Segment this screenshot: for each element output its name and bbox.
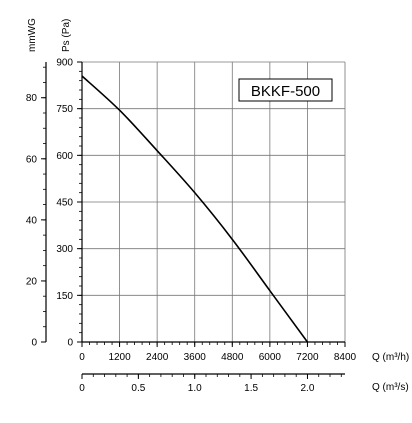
y-tick-label: 450 [56,198,73,209]
y2-axis-title: mmWG [27,18,38,52]
series-line [81,75,309,343]
y2-tick-label: 80 [26,93,38,104]
x-tick-label: 1200 [108,352,131,363]
x-tick-label: 4800 [221,352,244,363]
x-tick-label: 3600 [184,352,207,363]
y2-tick-label: 0 [31,338,37,349]
grid [82,61,346,342]
y-tick-label: 600 [56,151,73,162]
model-label: BKKF-500 [251,83,320,100]
y-tick-label: 900 [56,58,73,69]
x-tick-label: 7200 [296,352,319,363]
y2-tick-label: 60 [26,154,38,165]
x-tick-label: 2400 [146,352,169,363]
y2-tick-label: 40 [26,215,38,226]
x2-tick-label: 2.0 [301,383,315,394]
y-tick-label: 150 [56,291,73,302]
axes [41,61,346,379]
y-tick-label: 0 [67,338,73,349]
curve-layer [81,75,309,343]
x2-axis-title: Q (m³/s) [372,382,409,393]
x2-tick-label: 0.5 [131,383,145,394]
x-axis-title: Q (m³/h) [372,352,409,363]
model-label-box: BKKF-500 [238,78,333,102]
x-tick-label: 6000 [259,352,282,363]
x2-tick-label: 1.5 [244,383,258,394]
x2-tick-label: 1.0 [188,383,202,394]
x-tick-label: 8400 [334,352,357,363]
y-axis-title: Ps (Pa) [61,19,72,52]
y2-tick-label: 20 [26,276,38,287]
y-tick-label: 750 [56,104,73,115]
x2-tick-label: 0 [79,383,85,394]
x-tick-label: 0 [79,352,85,363]
y-tick-label: 300 [56,244,73,255]
